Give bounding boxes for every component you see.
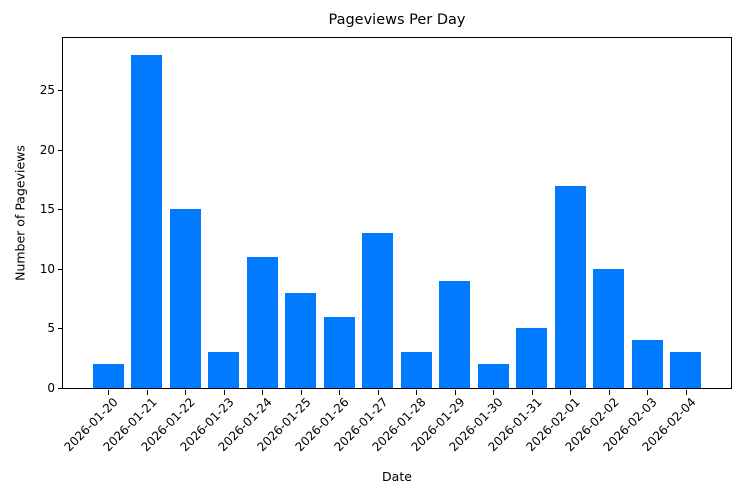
x-tick: [493, 390, 494, 395]
bar-2026-01-20: [92, 364, 124, 388]
bar-2026-01-27: [362, 233, 393, 388]
bar-2026-01-31: [516, 328, 547, 388]
x-tick: [146, 390, 148, 395]
bar-2026-01-21: [131, 54, 162, 388]
bar-2026-01-22: [169, 209, 201, 388]
x-tick: [339, 390, 340, 395]
x-tick: [416, 390, 417, 395]
bar-2026-02-04: [670, 352, 701, 388]
y-tick-label: 15: [39, 202, 55, 217]
y-tick-label: 20: [39, 142, 55, 157]
y-tick: [58, 90, 63, 92]
x-tick: [300, 390, 302, 395]
bar-2026-02-01: [554, 185, 586, 388]
y-tick: [58, 209, 63, 211]
bar-2026-01-23: [208, 352, 239, 388]
y-tick: [58, 388, 63, 389]
x-tick: [454, 390, 456, 395]
bar-2026-02-02: [593, 268, 624, 388]
bar-2026-02-03: [631, 340, 663, 388]
y-tick: [58, 328, 63, 330]
x-tick: [647, 390, 648, 395]
chart-title: Pageviews Per Day: [328, 12, 466, 28]
y-tick: [58, 149, 63, 151]
bar-2026-01-26: [323, 316, 355, 388]
plot-area: 0 5 10 15 20 25: [40, 37, 732, 395]
bar-2026-01-28: [400, 352, 432, 388]
y-tick-label: 5: [47, 321, 55, 336]
x-tick: [377, 390, 379, 395]
x-tick: [608, 390, 610, 395]
y-tick-label: 10: [39, 261, 55, 276]
x-tick: [531, 390, 533, 395]
x-tick: [108, 390, 109, 395]
x-tick: [223, 390, 225, 395]
x-axis-label: Date: [382, 469, 412, 484]
y-tick: [58, 268, 63, 270]
bar-2026-01-29: [439, 280, 470, 388]
bar-2026-01-24: [246, 257, 278, 388]
bar-2026-01-25: [285, 292, 316, 388]
bar-2026-01-30: [477, 364, 509, 388]
y-tick-label: 0: [47, 381, 55, 395]
x-tick: [185, 390, 186, 395]
x-tick: [570, 390, 571, 395]
x-tick: [262, 390, 263, 395]
y-axis-label: Number of Pageviews: [12, 145, 28, 281]
x-tick: [685, 390, 687, 395]
y-tick-label: 25: [39, 83, 55, 98]
